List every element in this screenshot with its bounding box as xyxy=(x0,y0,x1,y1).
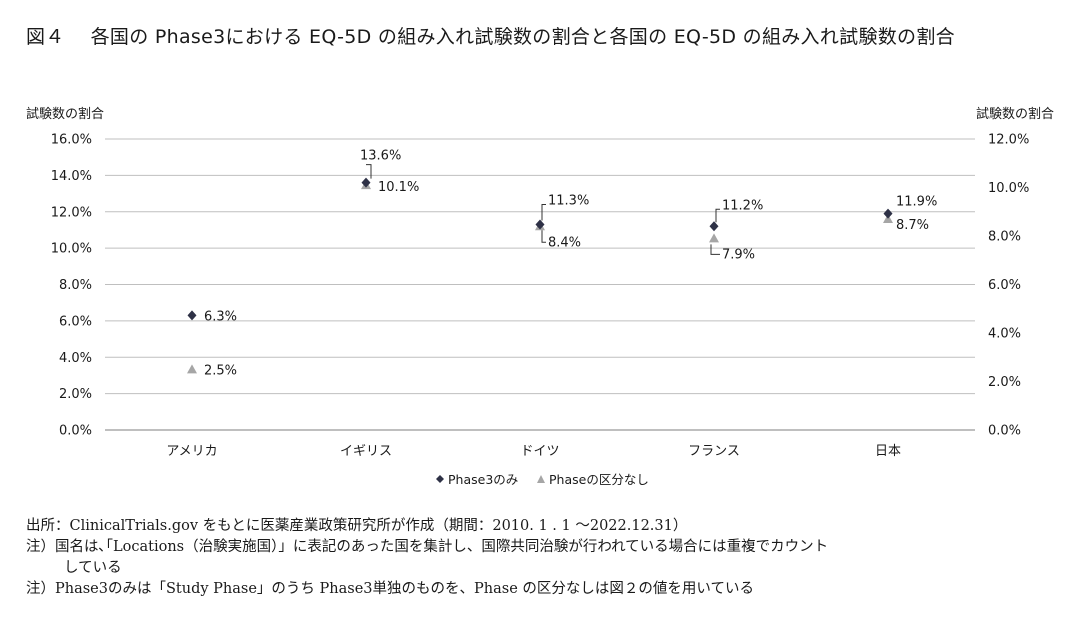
source-note: 出所：ClinicalTrials.gov をもとに医薬産業政策研究所が作成（期… xyxy=(26,518,688,534)
right-tick-label: 8.0% xyxy=(988,230,1021,245)
left-tick-label: 2.0% xyxy=(59,387,92,402)
triangle-marker xyxy=(709,233,719,243)
right-tick-label: 4.0% xyxy=(988,327,1021,342)
data-label-phase-all: 8.4% xyxy=(548,235,581,250)
left-tick-label: 6.0% xyxy=(59,314,92,329)
notes: 出所：ClinicalTrials.gov をもとに医薬産業政策研究所が作成（期… xyxy=(26,516,828,600)
data-label-phase-all: 10.1% xyxy=(378,180,419,195)
left-tick-label: 14.0% xyxy=(51,169,92,184)
category-label: アメリカ xyxy=(166,444,217,459)
leader-line xyxy=(710,244,720,255)
leader-line xyxy=(541,230,546,243)
title-text: 各国の Phase3における EQ-5D の組み入れ試験数の割合と各国の EQ-… xyxy=(90,26,955,48)
data-label-phase3: 11.2% xyxy=(722,198,763,213)
right-tick-label: 10.0% xyxy=(988,181,1029,196)
data-label-phase3: 11.3% xyxy=(548,193,589,208)
leader-line xyxy=(715,208,720,223)
diamond-marker xyxy=(883,208,893,219)
diamond-marker xyxy=(535,219,545,230)
category-label: イギリス xyxy=(340,444,392,459)
left-tick-label: 10.0% xyxy=(51,242,92,257)
left-tick-label: 8.0% xyxy=(59,278,92,293)
diamond-marker xyxy=(361,177,371,188)
right-tick-label: 2.0% xyxy=(988,375,1021,390)
right-axis-title: 試験数の割合 xyxy=(975,107,1054,122)
chart-title: 図４ 各国の Phase3における EQ-5D の組み入れ試験数の割合と各国の E… xyxy=(26,22,955,49)
legend-triangle-marker xyxy=(537,475,545,483)
category-label: 日本 xyxy=(875,444,901,459)
legend-label-phase3: Phase3のみ xyxy=(448,472,518,487)
left-tick-label: 12.0% xyxy=(51,205,92,220)
left-tick-label: 16.0% xyxy=(51,133,92,148)
note-2: 注）Phase3のみは「Study Phase」のうち Phase3単独のものを… xyxy=(26,581,754,597)
diamond-marker xyxy=(187,310,197,321)
left-tick-label: 0.0% xyxy=(59,424,92,439)
data-label-phase3: 11.9% xyxy=(896,195,937,210)
data-label-phase-all: 7.9% xyxy=(722,247,755,262)
right-tick-label: 12.0% xyxy=(988,133,1029,148)
figure-number: 図４ xyxy=(26,26,65,48)
note-1: 注）国名は､｢Locations（治験実施国）」に表記のあった国を集計し、国際共… xyxy=(26,539,829,555)
legend-diamond-marker xyxy=(436,475,444,483)
legend-label-phase-all: Phaseの区分なし xyxy=(549,472,649,487)
diamond-marker xyxy=(709,221,719,232)
chart-plot: 0.0% 2.0% 4.0% 6.0% 8.0% 10.0% 12.0% 14.0% 16.0%… xyxy=(51,133,1030,488)
leader-line xyxy=(541,203,546,221)
category-label: ドイツ xyxy=(520,444,559,459)
left-axis-title: 試験数の割合 xyxy=(26,107,105,122)
left-tick-label: 4.0% xyxy=(59,351,92,366)
right-tick-label: 0.0% xyxy=(988,424,1021,439)
right-tick-label: 6.0% xyxy=(988,278,1021,293)
category-label: フランス xyxy=(688,444,740,459)
data-label-phase-all: 8.7% xyxy=(896,218,929,233)
data-label-phase3: 6.3% xyxy=(204,309,237,324)
note-1-continued: している xyxy=(64,560,122,576)
data-label-phase3: 13.6% xyxy=(360,149,401,164)
leader-line xyxy=(366,164,372,179)
data-label-phase-all: 2.5% xyxy=(204,363,237,378)
triangle-marker xyxy=(187,364,197,374)
